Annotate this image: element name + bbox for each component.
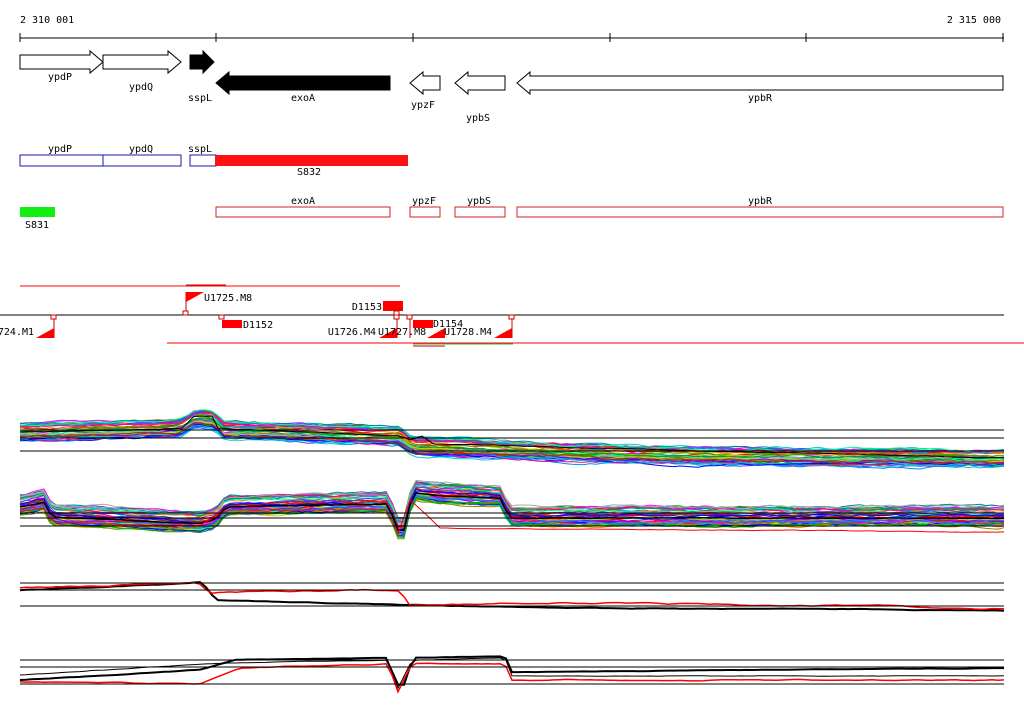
track-series-line	[19, 415, 1005, 459]
track-series-line	[19, 492, 1004, 532]
expression-track-minus-summary	[19, 655, 1005, 694]
gene-label-ypdP: ypdP	[48, 72, 72, 83]
segment-box-ypdP[interactable]	[19, 154, 104, 167]
feature-label-U1728.M4: U1728.M4	[444, 327, 492, 338]
track-series-line	[19, 409, 1005, 453]
feature-D1152[interactable]: D1152	[218, 314, 273, 331]
segment-box-ypbR[interactable]	[516, 206, 1004, 218]
feature-label-D1153: D1153	[352, 302, 382, 313]
track-series-line	[19, 422, 1005, 464]
feature-label-U1726.M4: U1726.M4	[328, 327, 376, 338]
track-series-line	[19, 417, 1005, 459]
feature-flag	[186, 292, 204, 302]
gene-arrow-ypbS[interactable]	[454, 70, 506, 96]
track-series-line	[19, 655, 1004, 686]
feature-U1728.M4[interactable]: U1728.M4	[427, 314, 515, 338]
feature-block	[222, 320, 242, 328]
gene-ypdQ[interactable]: ypdQ	[102, 49, 182, 93]
expression-track-plus-summary	[19, 581, 1005, 612]
feature-mark	[393, 310, 400, 316]
gene-label-sspL: sspL	[188, 93, 212, 104]
coordinate-ruler: 2 310 001 2 315 000	[19, 15, 1004, 42]
track-series-line	[19, 657, 1005, 690]
feature-flag	[36, 328, 54, 338]
feature-U1726.M4[interactable]: U1726.M4	[328, 314, 400, 338]
gene-arrow-sspL[interactable]	[189, 49, 215, 75]
gene-ypbS[interactable]: ypbS	[454, 70, 506, 124]
track-series-line	[19, 582, 1004, 610]
feature-track: U1725.M8 D1153 724.M1 D1152 U1726.M4	[0, 284, 1024, 347]
gene-exoA[interactable]: exoA	[215, 70, 391, 104]
feature-mark	[393, 314, 400, 320]
gene-label-ypdQ: ypdQ	[129, 82, 153, 93]
feature-U1725.M8[interactable]: U1725.M8	[182, 292, 252, 316]
feature-label-724.M1: 724.M1	[0, 327, 34, 338]
feature-U1727.M8[interactable]: U1727.M8	[378, 314, 426, 338]
segment-bar-S831[interactable]	[20, 207, 55, 217]
feature-block	[413, 320, 433, 328]
segment-label-ypbR: ypbR	[748, 196, 773, 207]
gene-ypbR[interactable]: ypbR	[516, 70, 1004, 104]
gene-label-ypzF: ypzF	[411, 100, 435, 111]
feature-mark	[218, 314, 225, 320]
feature-block	[383, 301, 403, 311]
segment-label-ypbS: ypbS	[467, 196, 491, 207]
ruler-end-label: 2 315 000	[947, 15, 1001, 26]
feature-724.M1[interactable]: 724.M1	[0, 314, 57, 338]
gene-arrow-exoA[interactable]	[215, 70, 391, 96]
ruler-start-label: 2 310 001	[20, 15, 74, 26]
segment-label-ypzF: ypzF	[412, 196, 436, 207]
segment-box-ypdQ[interactable]	[102, 154, 182, 167]
feature-D1153[interactable]: D1153	[352, 301, 403, 316]
gene-label-exoA: exoA	[291, 93, 315, 104]
gene-ypzF[interactable]: ypzF	[409, 70, 441, 111]
plus-strand-segments: ypdP ypdQ sspL S832	[19, 144, 408, 178]
gene-sspL[interactable]: sspL	[188, 49, 215, 104]
gene-arrow-ypdQ[interactable]	[102, 49, 182, 75]
segment-label-S832: S832	[297, 167, 321, 178]
gene-ypdP[interactable]: ypdP	[19, 49, 104, 83]
feature-label-U1727.M8: U1727.M8	[378, 327, 426, 338]
segment-box-ypbS[interactable]	[454, 206, 506, 218]
gene-label-ypbR: ypbR	[748, 93, 773, 104]
gene-arrow-ypbR[interactable]	[516, 70, 1004, 96]
segment-bar-S832[interactable]	[215, 155, 408, 166]
expression-track-plus-multi	[19, 409, 1005, 470]
segment-box-ypzF[interactable]	[409, 206, 441, 218]
feature-mark	[508, 314, 515, 320]
feature-flag	[494, 328, 512, 338]
track-series-line	[19, 498, 1005, 537]
gene-track: ypdP ypdQ sspL exoA ypzF ypbS ypbR	[19, 49, 1004, 124]
segment-label-S831: S831	[25, 220, 49, 231]
feature-mark	[50, 314, 57, 320]
feature-label-D1154: D1154	[433, 319, 463, 330]
feature-label-D1152: D1152	[243, 320, 273, 331]
minus-strand-segments: S831 exoA ypzF ypbS ypbR	[20, 196, 1004, 231]
track-series-line	[19, 499, 1005, 536]
feature-mark	[406, 314, 413, 320]
segment-label-ypdQ: ypdQ	[129, 144, 153, 155]
feature-label-U1725.M8: U1725.M8	[204, 293, 252, 304]
segment-label-sspL: sspL	[188, 144, 212, 155]
feature-flag	[427, 328, 445, 338]
segment-label-ypdP: ypdP	[48, 144, 72, 155]
expression-track-minus-multi	[19, 479, 1005, 540]
gene-label-ypbS: ypbS	[466, 113, 490, 124]
gene-arrow-ypzF[interactable]	[409, 70, 441, 96]
track-series-line	[19, 662, 1005, 694]
gene-arrow-ypdP[interactable]	[19, 49, 104, 75]
segment-box-sspL[interactable]	[189, 154, 217, 167]
track-series-line	[19, 421, 1005, 465]
feature-mark	[182, 310, 189, 316]
track-series-line	[19, 488, 1005, 531]
segment-label-exoA: exoA	[291, 196, 315, 207]
feature-flag	[379, 328, 397, 338]
segment-box-exoA[interactable]	[215, 206, 391, 218]
feature-D1154[interactable]: D1154	[413, 319, 463, 330]
